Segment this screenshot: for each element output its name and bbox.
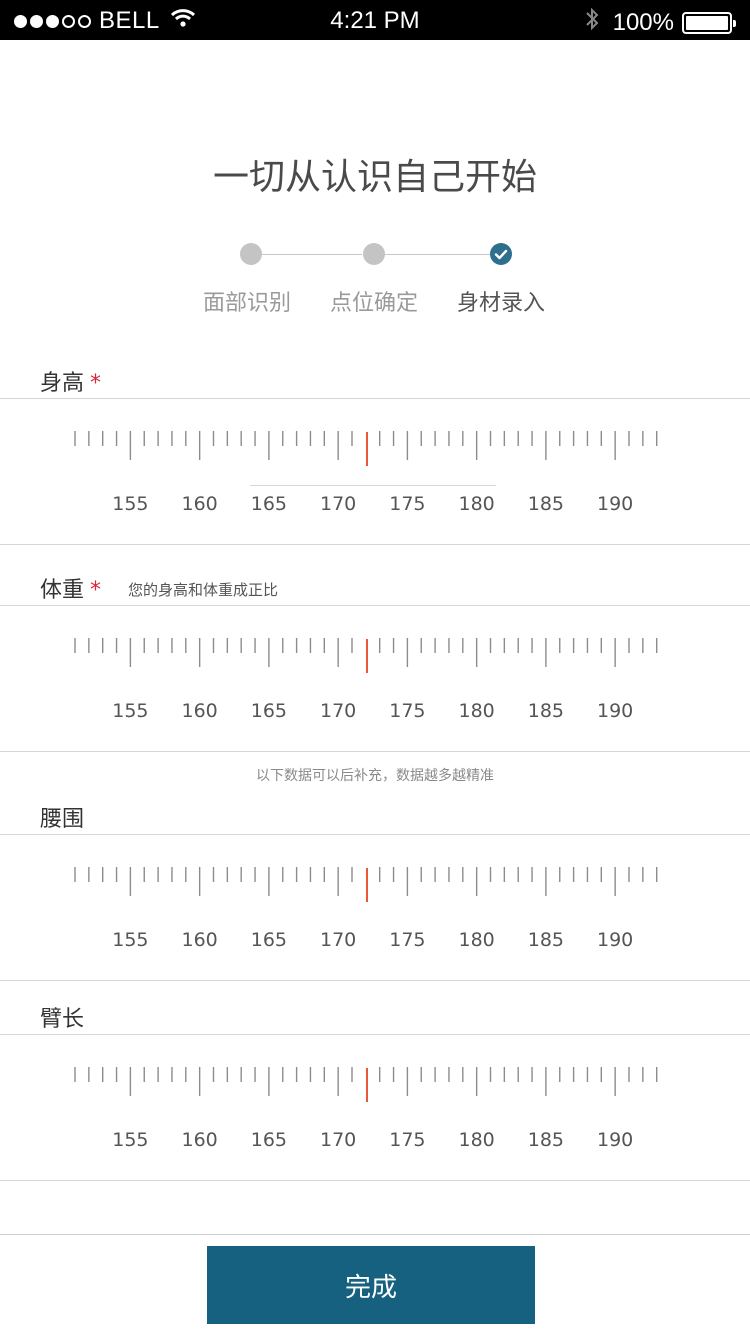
bottom-divider [0, 1234, 750, 1235]
ruler-tick-label: 180 [458, 1129, 495, 1151]
ruler-tick-label: 165 [250, 493, 288, 515]
ruler-tick-label: 155 [112, 493, 149, 515]
arm-length-label: 臂长 [40, 1001, 84, 1033]
optional-data-note: 以下数据可以后补充，数据越多越精准 [256, 768, 494, 784]
ruler-ticks [74, 867, 658, 902]
ruler-ticks [74, 1067, 658, 1102]
step-dot-2 [363, 243, 385, 265]
battery-icon [682, 11, 736, 34]
ruler-tick-label: 190 [597, 1129, 634, 1151]
step-connector [262, 254, 362, 255]
battery-percentage: 100% [612, 8, 674, 36]
ruler-tick-label: 185 [527, 929, 565, 951]
step-label-face-recognition: 面部识别 [202, 291, 291, 316]
step-dot-3 [490, 243, 512, 265]
ruler-tick-label: 155 [112, 929, 149, 951]
status-bar: BELL 4:21 PM 100% [0, 0, 750, 40]
ruler-tick-label: 185 [527, 1129, 565, 1151]
divider [0, 1180, 750, 1181]
height-label-text: 身高 [40, 371, 85, 396]
ruler-tick-label: 175 [389, 700, 426, 722]
ruler-tick-label: 175 [389, 1129, 426, 1151]
ruler-tick-label: 160 [181, 929, 218, 951]
arm-length-label-text: 臂长 [40, 1007, 85, 1032]
step-connector [385, 254, 490, 255]
height-ruler[interactable]: 155 160 165 170 175 180 185 190 [0, 420, 750, 515]
status-left: BELL [14, 7, 196, 35]
ruler-tick-label: 180 [458, 493, 495, 515]
ruler-ticks [74, 638, 658, 673]
divider [0, 751, 750, 752]
ruler-tick-label: 160 [181, 700, 218, 722]
ruler-tick-label: 180 [458, 700, 495, 722]
required-star: * [90, 371, 102, 396]
height-label: 身高 * [40, 365, 101, 397]
ruler-tick-label: 160 [181, 1129, 218, 1151]
ruler-tick-label: 165 [250, 929, 288, 951]
ruler-tick-label: 160 [181, 493, 218, 515]
progress-stepper: 面部识别 点位确定 身材录入 [0, 243, 750, 323]
arm-length-ruler[interactable]: 155 160 165 170 175 180 185 190 [0, 1056, 750, 1151]
ruler-tick-label: 165 [250, 700, 288, 722]
weight-ruler[interactable]: 155 160 165 170 175 180 185 190 [0, 627, 750, 722]
ruler-tick-label: 170 [320, 1129, 357, 1151]
ruler-tick-label: 190 [597, 929, 634, 951]
ruler-tick-label: 155 [112, 700, 149, 722]
step-label-point-confirm: 点位确定 [329, 291, 418, 316]
ruler-tick-label: 185 [527, 493, 565, 515]
weight-label: 体重 * [40, 572, 101, 604]
waist-label: 腰围 [40, 801, 84, 833]
divider [0, 834, 750, 835]
ruler-tick-label: 170 [320, 929, 357, 951]
weight-hint: 您的身高和体重成正比 [128, 581, 279, 599]
ruler-tick-label: 190 [597, 493, 634, 515]
waist-label-text: 腰围 [40, 807, 85, 832]
carrier-name: BELL [99, 7, 160, 34]
signal-strength-icon [14, 14, 91, 28]
ruler-tick-label: 180 [458, 929, 495, 951]
weight-label-text: 体重 [40, 578, 85, 603]
ruler-tick-label: 175 [389, 493, 426, 515]
divider [0, 544, 750, 545]
page-title: 一切从认识自己开始 [212, 157, 537, 198]
step-dot-1 [240, 243, 262, 265]
divider [0, 980, 750, 981]
clock: 4:21 PM [330, 7, 420, 34]
bluetooth-icon [585, 7, 599, 38]
ruler-tick-label: 165 [250, 1129, 288, 1151]
waist-ruler[interactable]: 155 160 165 170 175 180 185 190 [0, 856, 750, 951]
ruler-tick-label: 170 [320, 700, 357, 722]
divider [0, 398, 750, 399]
status-right: 100% [585, 7, 736, 38]
step-label-body-input: 身材录入 [456, 291, 545, 316]
ruler-tick-label: 170 [320, 493, 357, 515]
divider [0, 1034, 750, 1035]
ruler-underline [250, 485, 496, 486]
ruler-tick-label: 185 [527, 700, 565, 722]
done-button[interactable]: 完成 [207, 1246, 535, 1324]
ruler-tick-label: 155 [112, 1129, 149, 1151]
wifi-icon [170, 7, 196, 35]
check-icon [494, 249, 508, 260]
ruler-tick-label: 175 [389, 929, 426, 951]
ruler-ticks [74, 431, 658, 466]
required-star: * [90, 578, 102, 603]
divider [0, 605, 750, 606]
ruler-tick-label: 190 [597, 700, 634, 722]
